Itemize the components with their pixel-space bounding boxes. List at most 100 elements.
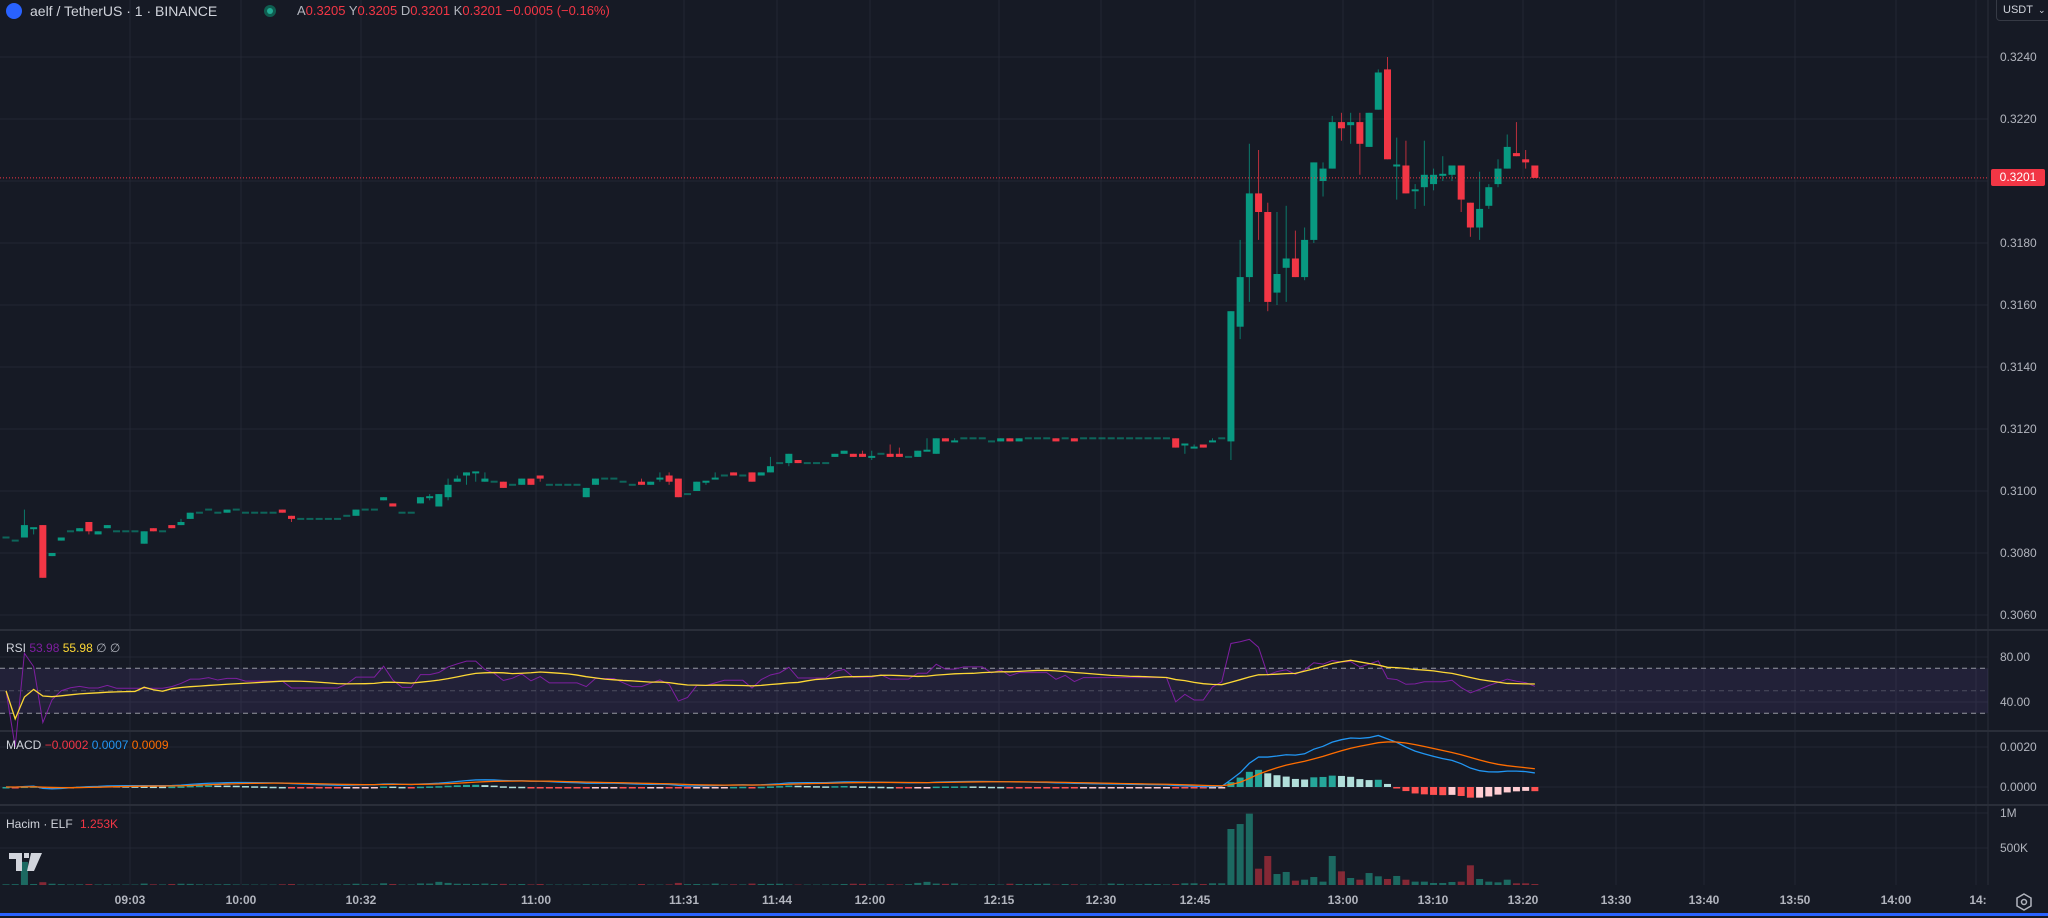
volume-bar	[1337, 871, 1345, 885]
candle	[1457, 165, 1465, 200]
macd-histogram-bar	[905, 787, 913, 789]
candle	[1172, 438, 1180, 448]
candle	[812, 462, 820, 465]
macd-histogram-bar	[1218, 787, 1226, 789]
volume-bar	[674, 882, 682, 885]
time-tick: 13:40	[1688, 893, 1720, 907]
volume-bar	[886, 884, 894, 885]
rsi-legend[interactable]: RSI 53.98 55.98 ∅ ∅	[6, 641, 120, 655]
candle	[1494, 168, 1502, 185]
volume-bar	[536, 884, 544, 885]
macd-histogram-bar	[941, 786, 949, 788]
macd-histogram-bar	[288, 787, 296, 789]
candle	[1209, 440, 1217, 443]
candle	[1199, 444, 1207, 448]
low-label: D	[400, 3, 411, 18]
volume-bar	[665, 884, 673, 885]
candle	[785, 453, 793, 464]
candle	[1135, 437, 1143, 440]
volume-bar	[1356, 879, 1364, 885]
macd-histogram-bar	[1273, 775, 1281, 787]
macd-histogram-bar	[1310, 777, 1318, 787]
macd-histogram-bar	[334, 787, 342, 789]
macd-histogram-bar	[426, 786, 434, 788]
high-label: Y	[348, 3, 358, 18]
macd-signal-line	[5, 741, 1535, 789]
macd-histogram-bar	[785, 785, 793, 788]
volume-bar	[426, 883, 434, 885]
open-value: 0.3205	[305, 3, 346, 18]
macd-histogram-bar	[453, 785, 461, 787]
macd-histogram-bar	[803, 785, 811, 788]
candle	[1365, 112, 1373, 147]
volume-bar	[859, 883, 867, 885]
price-tick: 0.3100	[2000, 484, 2037, 498]
candle	[739, 474, 747, 477]
volume-legend[interactable]: Hacim · ELF 1.253K	[6, 817, 118, 831]
volume-bar	[637, 884, 645, 885]
time-tick: 14:00	[1880, 893, 1912, 907]
tradingview-logo-icon[interactable]	[9, 853, 42, 871]
candle	[1522, 159, 1530, 163]
candle	[1061, 437, 1069, 440]
market-status-icon[interactable]	[264, 5, 276, 17]
macd-histogram-bar	[1162, 787, 1170, 789]
volume-bar	[214, 884, 222, 885]
volume-bar	[48, 883, 56, 885]
macd-histogram-bar	[1531, 787, 1539, 792]
candle	[1070, 438, 1078, 442]
candle	[951, 440, 959, 443]
volume-tick: 500K	[2000, 841, 2029, 855]
symbol-title[interactable]: aelf / TetherUS · 1 · BINANCE	[30, 3, 218, 19]
candle	[343, 514, 351, 517]
volume-bar	[398, 884, 406, 885]
macd-histogram-bar	[1098, 787, 1106, 789]
macd-histogram-bar	[140, 786, 148, 788]
macd-histogram-bar	[545, 787, 553, 789]
volume-bar	[1319, 881, 1327, 885]
volume-bar	[177, 883, 185, 885]
volume-bar	[868, 884, 876, 885]
high-value: 0.3205	[357, 3, 398, 18]
macd-histogram-bar	[868, 786, 876, 789]
candle	[849, 453, 857, 457]
macd-histogram-bar	[849, 786, 857, 788]
macd-histogram-bar	[251, 786, 259, 788]
macd-histogram-bar	[315, 787, 323, 789]
candle	[1384, 69, 1391, 160]
candle	[260, 511, 268, 514]
macd-histogram-bar	[1070, 787, 1078, 789]
volume-bar	[232, 884, 240, 885]
currency-button[interactable]: USDT ⌄	[1996, 0, 2048, 21]
volume-bar	[518, 884, 526, 885]
volume-bar	[1512, 883, 1520, 885]
macd-histogram-bar	[1328, 775, 1336, 787]
candle	[1402, 165, 1410, 194]
candle	[177, 522, 185, 526]
macd-histogram-bar	[886, 786, 894, 789]
macd-legend[interactable]: MACD −0.0002 0.0007 0.0009	[6, 738, 169, 752]
candle	[1245, 193, 1253, 278]
volume-bar	[1273, 874, 1281, 885]
candle	[407, 511, 415, 514]
macd-histogram-bar	[1466, 787, 1474, 798]
candle	[1319, 168, 1327, 181]
volume-bar	[1439, 882, 1447, 885]
macd-histogram-bar	[205, 785, 213, 787]
macd-histogram-bar	[398, 786, 406, 789]
candle	[702, 480, 710, 483]
macd-histogram-bar	[960, 786, 968, 788]
candle	[886, 453, 894, 457]
settings-icon[interactable]	[2015, 893, 2033, 911]
macd-histogram-bar	[739, 786, 747, 789]
candle	[1089, 437, 1097, 440]
candle	[1439, 173, 1447, 176]
candle	[1503, 146, 1511, 169]
volume-bar	[1080, 884, 1088, 885]
price-tick: 0.3160	[2000, 298, 2037, 312]
volume-bar	[380, 883, 388, 885]
volume-bar	[987, 884, 995, 885]
macd-histogram-bar	[195, 785, 203, 788]
candle	[1420, 174, 1428, 188]
